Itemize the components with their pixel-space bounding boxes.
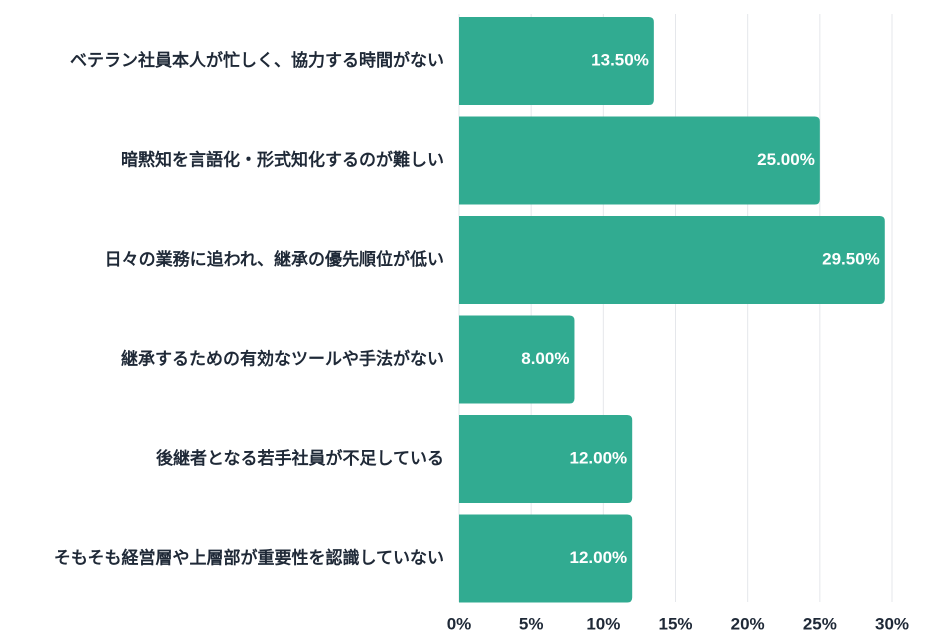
x-tick-label: 0%: [447, 614, 472, 633]
value-label: 13.50%: [591, 50, 649, 69]
category-label: 継承するための有効なツールや手法がない: [121, 349, 444, 370]
value-labels: 13.50% 25.00% 29.50% 8.00% 12.00% 12.00%: [521, 50, 880, 567]
bar: [459, 17, 654, 105]
category-label: 日々の業務に追われ、継承の優先順位が低い: [105, 249, 444, 270]
category-label: 暗黙知を言語化・形式知化するのが難しい: [121, 150, 444, 171]
category-label: 後継者となる若手社員が不足している: [156, 448, 444, 469]
bar: [459, 315, 575, 404]
value-label: 12.00%: [570, 548, 628, 567]
x-tick-label: 25%: [803, 614, 837, 633]
value-label: 25.00%: [757, 150, 815, 169]
bar: [459, 415, 633, 503]
value-label: 12.00%: [570, 448, 628, 467]
bar: [459, 514, 633, 603]
bars: [459, 17, 885, 603]
x-tick-label: 5%: [519, 614, 544, 633]
value-label: 29.50%: [822, 249, 880, 268]
x-axis-ticks: 0% 5% 10% 15% 20% 25% 30%: [447, 614, 909, 633]
category-labels: ベテラン社員本人が忙しく、協力する時間がない暗黙知を言語化・形式知化するのが難し…: [54, 50, 444, 569]
x-tick-label: 20%: [731, 614, 765, 633]
category-label: ベテラン社員本人が忙しく、協力する時間がない: [70, 50, 444, 71]
value-label: 8.00%: [521, 349, 569, 368]
x-tick-label: 15%: [658, 614, 692, 633]
x-tick-label: 10%: [586, 614, 620, 633]
bar: [459, 216, 885, 304]
x-tick-label: 30%: [875, 614, 909, 633]
bar: [459, 116, 820, 205]
category-label: そもそも経営層や上層部が重要性を認識していない: [54, 548, 444, 569]
gridlines: [458, 14, 893, 602]
